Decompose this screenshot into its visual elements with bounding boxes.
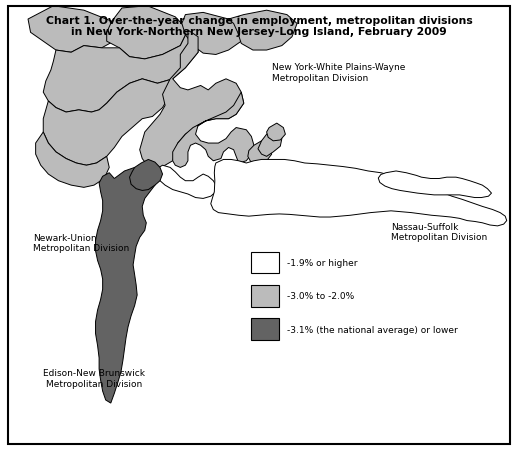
Bar — [251, 285, 279, 307]
Polygon shape — [182, 14, 244, 55]
Polygon shape — [258, 130, 282, 157]
Text: Chart 1. Over-the-year change in employment, metropolitan divisions
in New York-: Chart 1. Over-the-year change in employm… — [46, 15, 472, 37]
Text: New York-White Plains-Wayne
Metropolitan Division: New York-White Plains-Wayne Metropolitan… — [272, 63, 405, 83]
Polygon shape — [44, 80, 172, 166]
Text: -3.1% (the national average) or lower: -3.1% (the national average) or lower — [287, 325, 458, 334]
Text: Edison-New Brunswick
Metropolitan Division: Edison-New Brunswick Metropolitan Divisi… — [43, 368, 145, 388]
Text: Newark-Union
Metropolitan Division: Newark-Union Metropolitan Division — [33, 234, 130, 253]
Text: -1.9% or higher: -1.9% or higher — [287, 258, 357, 267]
Bar — [251, 319, 279, 340]
Bar — [251, 253, 279, 274]
Polygon shape — [140, 31, 244, 170]
Polygon shape — [130, 160, 163, 191]
Polygon shape — [211, 160, 507, 226]
Polygon shape — [248, 142, 272, 166]
Polygon shape — [156, 166, 216, 199]
Polygon shape — [378, 171, 492, 198]
Polygon shape — [36, 133, 109, 188]
Polygon shape — [172, 93, 254, 168]
Polygon shape — [95, 168, 157, 403]
Polygon shape — [107, 7, 188, 60]
Text: -3.0% to -2.0%: -3.0% to -2.0% — [287, 292, 354, 301]
Polygon shape — [44, 31, 198, 113]
Text: Nassau-Suffolk
Metropolitan Division: Nassau-Suffolk Metropolitan Division — [391, 222, 487, 242]
Polygon shape — [28, 7, 122, 53]
Polygon shape — [267, 124, 285, 142]
Polygon shape — [228, 11, 297, 51]
